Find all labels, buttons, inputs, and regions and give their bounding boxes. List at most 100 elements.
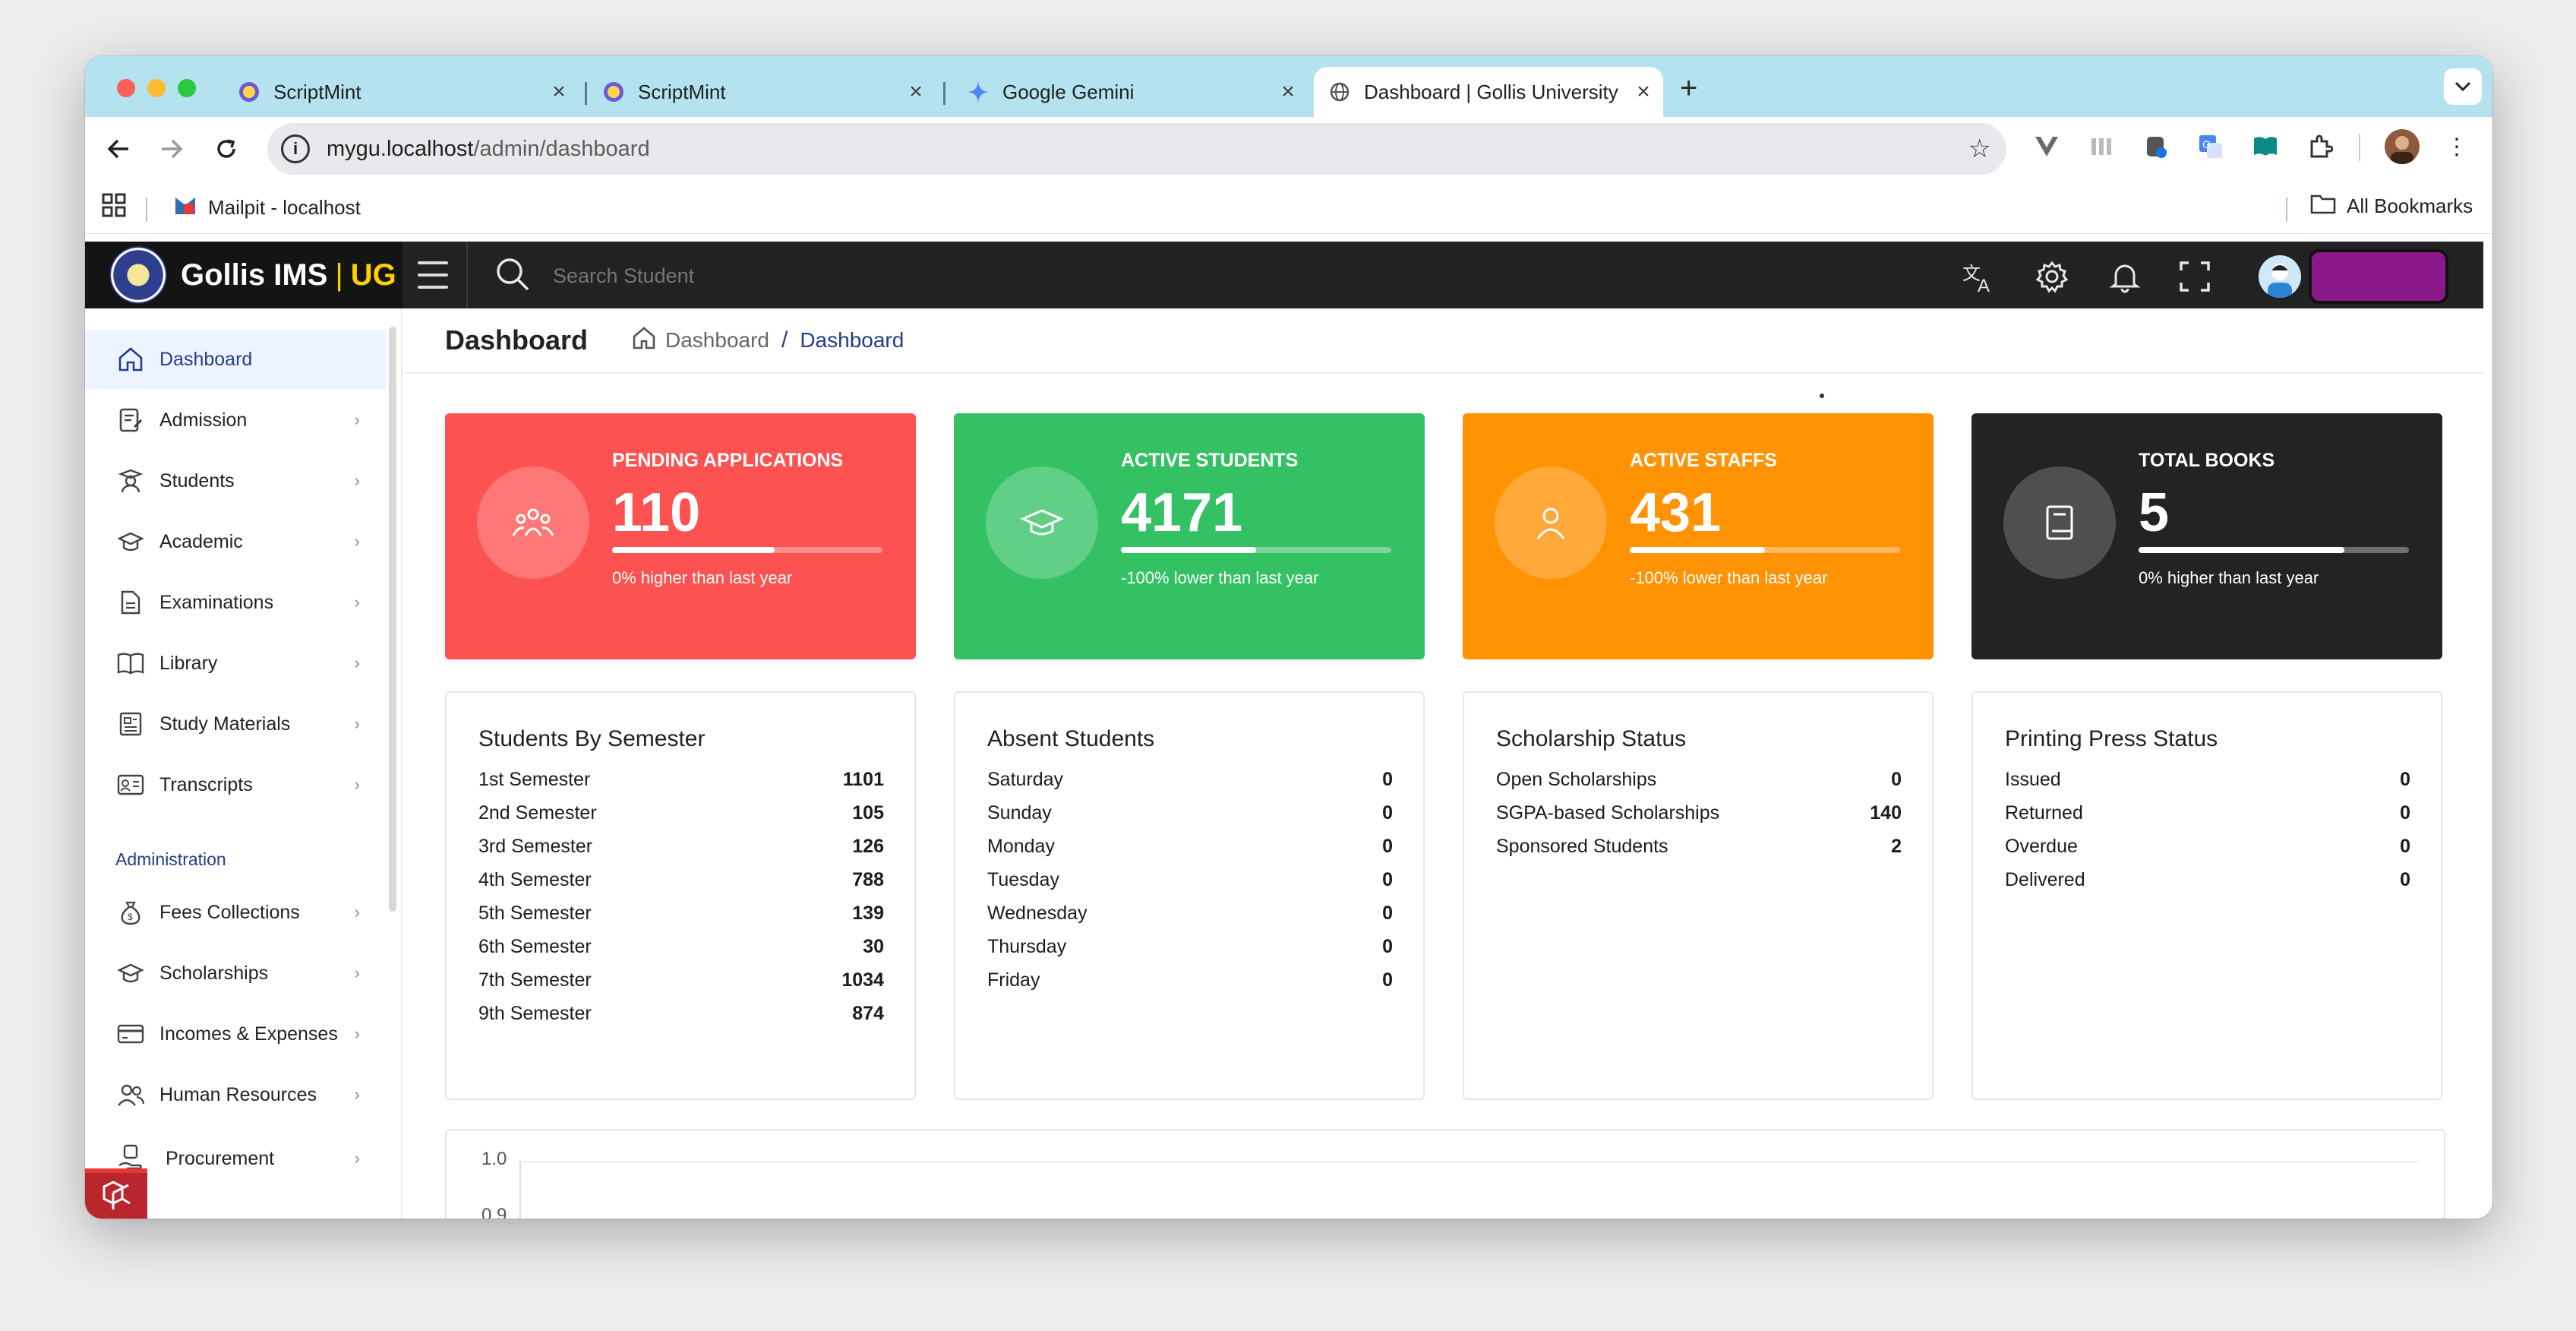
list-item: 1st Semester 1101 [478,769,884,790]
card-title: Absent Students [987,726,1155,751]
translate-extension-icon[interactable]: G [2193,129,2228,164]
sidebar-item-examinations[interactable]: Examinations › [85,573,386,632]
sidebar-item-scholarships[interactable]: Scholarships › [85,944,386,1003]
gridline [519,1161,2418,1162]
bell-icon[interactable] [2108,260,2142,293]
sidebar-item-admission[interactable]: Admission › [85,390,386,450]
list-item: Monday 0 [987,836,1393,857]
address-bar[interactable]: i mygu.localhost/admin/dashboard ☆ [267,123,2006,175]
apps-grid-icon[interactable] [102,193,126,217]
graduation-cap-icon [115,958,146,988]
sidebar-item-transcripts[interactable]: Transcripts › [85,755,386,814]
tab-title: Google Gemini [1002,80,1135,103]
site-info-icon[interactable]: i [281,134,310,163]
forward-arrow-icon[interactable] [155,132,188,166]
sidebar-item-study-materials[interactable]: Study Materials › [85,694,386,754]
scriptmint-favicon-icon [601,80,626,104]
browser-menu-kebab-icon[interactable]: ⋮ [2445,134,2468,160]
header-divider [466,242,468,308]
list-item: 9th Semester 874 [478,1003,884,1024]
close-window-button[interactable] [117,79,135,97]
browser-tab-3[interactable]: Google Gemini × [966,67,1300,117]
vuejs-devtools-extension-icon[interactable] [2029,129,2064,164]
list-item: Tuesday 0 [987,869,1393,890]
sidebar-item-human-resources[interactable]: Human Resources › [85,1065,386,1124]
close-tab-icon[interactable]: × [552,79,566,104]
stat-note: -100% lower than last year [1121,568,1319,587]
bookmark-star-icon[interactable]: ☆ [1968,134,1991,163]
stat-card-total-books[interactable]: TOTAL BOOKS 5 0% higher than last year [1971,413,2442,659]
bookmark-mailpit[interactable]: Mailpit - localhost [173,193,361,223]
graduation-cap-icon [115,526,146,557]
sidebar-item-fees-collections[interactable]: $ Fees Collections › [85,883,386,942]
close-tab-icon[interactable]: × [1637,79,1650,104]
fullscreen-icon[interactable] [2178,260,2211,293]
gear-icon[interactable] [2035,260,2069,293]
breadcrumb-link-dashboard[interactable]: Dashboard [665,328,769,352]
stat-value: 5 [2139,482,2170,543]
y-tick-label: 1.0 [481,1149,507,1169]
reload-icon[interactable] [210,132,243,166]
user-menu-button[interactable] [2309,249,2448,304]
sidebar-item-label: Human Resources [159,1083,317,1105]
bookmark-divider [2286,198,2287,222]
tab-search-chevron-down-icon[interactable] [2444,68,2482,105]
list-item: SGPA-based Scholarships 140 [1496,802,1902,824]
list-item: Saturday 0 [987,769,1393,790]
sidebar-item-dashboard[interactable]: Dashboard [85,330,386,389]
extension-icon[interactable] [2084,129,2119,164]
search-input[interactable] [553,264,1009,288]
sidebar-item-students[interactable]: Students › [85,451,386,511]
browser-window: ScriptMint × ScriptMint × Google Gemini … [85,56,2492,1219]
hamburger-menu-icon[interactable] [418,261,448,289]
sidebar-item-incomes-expenses[interactable]: Incomes & Expenses › [85,1004,386,1064]
minimize-window-button[interactable] [147,79,166,97]
close-tab-icon[interactable]: × [1281,79,1295,104]
extension-icon[interactable] [2139,129,2174,164]
user-avatar[interactable] [2259,255,2301,298]
stat-card-active-students[interactable]: ACTIVE STUDENTS 4171 -100% lower than la… [954,413,1425,659]
stat-progress-bar [1630,547,1900,553]
stat-progress-bar [2139,547,2409,553]
list-item: Sunday 0 [987,802,1393,824]
sidebar-item-library[interactable]: Library › [85,634,386,693]
globe-icon [1327,80,1352,104]
card-title: Students By Semester [478,726,706,751]
app-header: Gollis IMS|UG 文A [85,242,2483,308]
sidebar-item-academic[interactable]: Academic › [85,512,386,571]
extensions-puzzle-icon[interactable] [2303,129,2338,164]
all-bookmarks-folder[interactable]: All Bookmarks [2310,193,2473,220]
bookmarks-bar: Mailpit - localhost All Bookmarks [85,181,2492,234]
sidebar-scrollbar[interactable] [389,327,396,912]
card-scholarship-status: Scholarship Status Open Scholarships 0 SG… [1463,691,1934,1100]
new-tab-icon[interactable]: + [1680,71,1698,105]
breadcrumb-current: Dashboard [800,328,904,352]
tab-separator [585,82,587,105]
sidebar-item-procurement[interactable]: Procurement › [85,1129,386,1188]
materials-icon [115,709,146,739]
search-icon[interactable] [495,257,530,296]
close-tab-icon[interactable]: × [909,79,923,104]
stat-card-active-staffs[interactable]: ACTIVE STAFFS 431 -100% lower than last … [1463,413,1934,659]
chevron-right-icon: › [354,1024,360,1043]
stat-progress-bar [612,547,882,553]
book-extension-icon[interactable] [2248,129,2283,164]
laravel-debugbar-icon[interactable] [85,1168,147,1219]
breadcrumb-separator: / [781,327,788,353]
student-search[interactable] [495,257,1009,296]
profile-avatar[interactable] [2385,129,2420,164]
brand[interactable]: Gollis IMS | UG [85,242,402,308]
browser-tab-active[interactable]: Dashboard | Gollis University × [1314,67,1663,117]
home-icon[interactable] [632,326,656,356]
browser-tab-1[interactable]: ScriptMint × [237,67,571,117]
y-axis [519,1161,521,1219]
sidebar-item-label: Scholarships [159,962,269,984]
maximize-window-button[interactable] [178,79,196,97]
back-arrow-icon[interactable] [102,132,135,166]
page-header: Dashboard Dashboard / Dashboard [404,308,2483,374]
stat-card-pending-applications[interactable]: PENDING APPLICATIONS 110 0% higher than … [445,413,916,659]
chevron-right-icon: › [354,532,360,551]
browser-tab-2[interactable]: ScriptMint × [601,67,928,117]
document-edit-icon [115,405,146,435]
